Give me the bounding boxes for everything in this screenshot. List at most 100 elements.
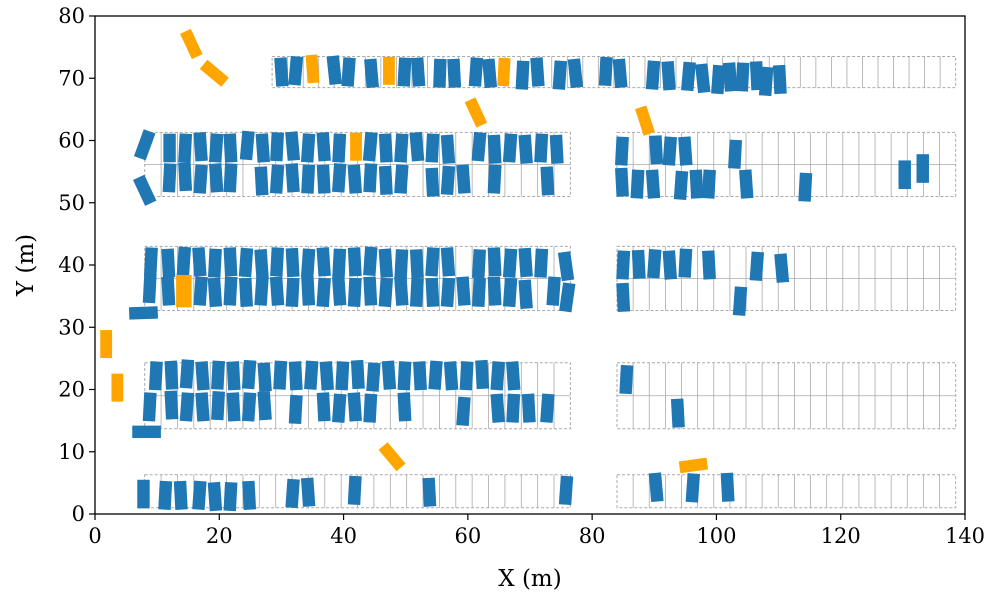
parked-vehicle <box>347 164 362 194</box>
x-axis-label: X (m) <box>498 566 561 592</box>
parked-vehicle <box>490 393 505 423</box>
parked-vehicle <box>487 276 502 306</box>
parked-vehicles <box>128 55 929 512</box>
parked-vehicle <box>211 391 225 421</box>
parked-vehicle <box>394 276 409 306</box>
x-tick-label: 60 <box>454 524 481 548</box>
parked-vehicle <box>459 361 474 391</box>
parked-vehicle <box>341 57 356 87</box>
parked-vehicle <box>490 361 505 391</box>
parked-vehicle <box>285 277 300 308</box>
parked-vehicle <box>397 57 412 87</box>
parked-vehicle <box>440 165 456 196</box>
parked-vehicle <box>413 361 427 391</box>
parked-vehicle <box>164 390 179 420</box>
parked-vehicle <box>425 167 440 197</box>
parked-vehicle <box>319 361 334 391</box>
parked-vehicle <box>193 164 208 194</box>
parked-vehicle <box>226 392 241 422</box>
parked-vehicle <box>254 249 269 279</box>
moving-vehicle <box>100 330 113 359</box>
parked-vehicle <box>630 169 645 199</box>
parked-vehicle <box>193 276 208 306</box>
parked-vehicle <box>378 248 394 278</box>
parked-vehicle <box>662 250 678 280</box>
parked-vehicle <box>363 276 378 306</box>
parked-vehicle <box>164 360 179 390</box>
y-axis-label: Y (m) <box>13 234 39 297</box>
parked-vehicle <box>598 56 613 87</box>
parked-vehicle <box>350 359 365 390</box>
parked-vehicle <box>288 55 304 86</box>
parked-vehicle <box>549 134 564 164</box>
parked-vehicle <box>207 277 223 308</box>
parked-vehicle <box>428 360 443 390</box>
parked-vehicle <box>332 163 347 193</box>
parked-vehicle <box>173 480 188 510</box>
parked-vehicle <box>148 361 163 391</box>
parked-vehicle <box>257 362 272 392</box>
parked-vehicle <box>616 250 631 280</box>
parked-vehicle <box>772 64 787 95</box>
parked-vehicle <box>468 57 484 87</box>
parked-vehicle <box>661 61 676 91</box>
parked-vehicle <box>288 361 303 391</box>
parked-vehicle <box>270 247 285 277</box>
parked-vehicle <box>678 136 693 166</box>
parked-vehicle <box>223 163 238 193</box>
parked-vehicle <box>363 163 378 193</box>
parked-vehicle <box>409 277 424 308</box>
parked-vehicle <box>472 277 486 308</box>
parked-vehicle <box>662 136 678 166</box>
parked-vehicle <box>316 132 331 162</box>
parked-vehicle <box>137 479 150 509</box>
parked-vehicle <box>223 247 238 277</box>
parked-vehicle <box>394 249 409 279</box>
parked-vehicle <box>443 361 459 391</box>
parked-vehicle <box>195 361 210 391</box>
parked-vehicle <box>645 169 661 199</box>
parked-vehicle <box>518 134 533 164</box>
parked-vehicle <box>301 276 316 306</box>
parked-vehicle <box>425 133 440 163</box>
parked-vehicle <box>440 277 456 308</box>
parked-vehicle <box>440 134 456 164</box>
parked-vehicle <box>758 66 774 97</box>
parked-vehicle <box>615 167 629 197</box>
parked-vehicle <box>482 58 498 89</box>
parked-vehicle <box>471 131 487 162</box>
parked-vehicle <box>378 165 393 195</box>
y-tick-label: 80 <box>58 4 85 28</box>
moving-vehicle <box>635 105 655 136</box>
parked-vehicle <box>161 276 176 306</box>
parked-vehicle <box>179 392 195 422</box>
parked-vehicle <box>546 276 561 306</box>
parked-vehicle <box>163 133 176 163</box>
parked-vehicle <box>502 277 518 308</box>
parked-vehicle <box>397 392 412 422</box>
parked-vehicle <box>161 248 176 278</box>
y-tick-label: 40 <box>58 253 85 277</box>
parked-vehicle <box>241 359 257 390</box>
parked-vehicle <box>518 279 533 309</box>
parked-vehicle <box>739 169 754 199</box>
parked-vehicle <box>304 360 319 390</box>
parked-vehicle <box>362 131 378 162</box>
parked-vehicle <box>133 174 157 206</box>
parked-vehicle <box>192 480 207 511</box>
parked-vehicle <box>347 277 362 308</box>
parked-vehicle <box>397 361 412 391</box>
parked-vehicle <box>916 154 929 183</box>
parked-vehicle <box>316 277 331 308</box>
parked-vehicle <box>702 250 716 280</box>
moving-vehicle <box>678 457 709 474</box>
parked-vehicle <box>732 286 748 316</box>
parked-vehicle <box>223 133 238 163</box>
parked-vehicle <box>648 472 664 503</box>
parked-vehicle <box>394 133 409 163</box>
parked-vehicle <box>521 393 536 423</box>
parked-vehicle <box>133 129 156 161</box>
parked-vehicle <box>475 359 490 390</box>
parked-vehicle <box>316 164 331 194</box>
parked-vehicle <box>207 248 222 278</box>
